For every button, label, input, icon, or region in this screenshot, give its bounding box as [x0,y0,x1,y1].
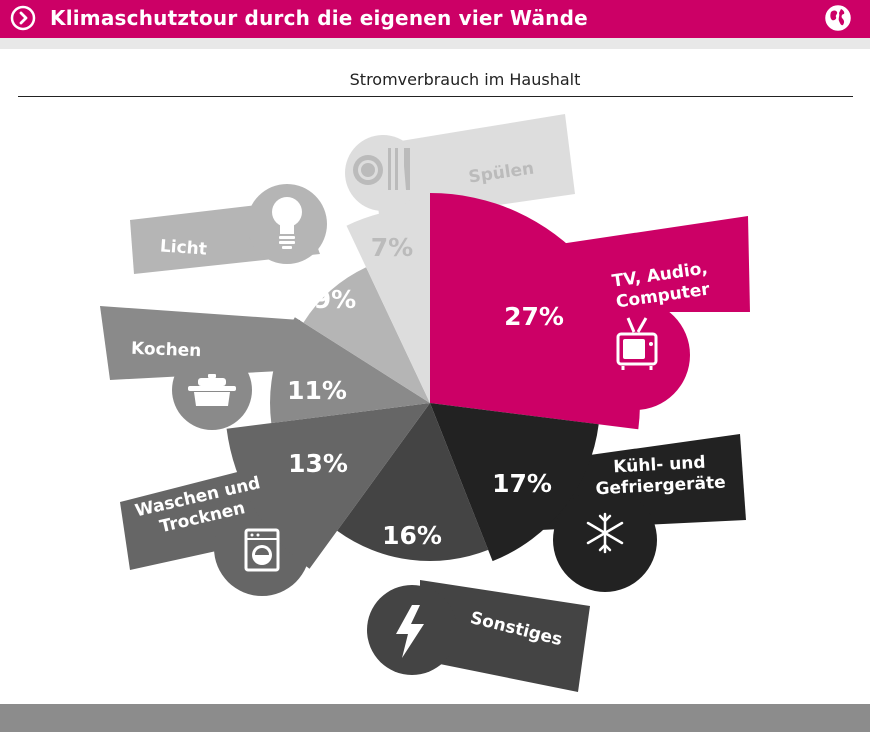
category-label-licht: Licht [159,236,207,259]
category-label-kuehl-line1: Kühl- und [613,453,706,478]
pct-label-sonstiges: 16% [382,521,442,550]
pie-slice-tv [430,193,640,430]
snowflake-icon [586,512,624,554]
pie-slice-sonstiges [337,403,489,562]
pie-slice-kochen [270,317,430,424]
header-strip [0,38,870,49]
pie-slice-licht [303,267,430,403]
pie-slice-kuehl [430,403,599,562]
page-title: Klimaschutztour durch die eigenen vier W… [50,6,588,30]
pct-label-waschen: 13% [288,449,348,478]
tv-icon [616,317,658,370]
plate-kuehl [540,434,746,592]
plate-licht [130,184,327,274]
pct-label-tv: 27% [504,302,564,331]
plate-spuelen [345,114,575,222]
chevron-right-circle-icon[interactable] [10,5,36,31]
washing-machine-icon [244,528,280,572]
pct-label-kochen: 11% [287,376,347,405]
lightning-icon [396,605,424,658]
globe-icon[interactable] [824,4,852,32]
dishes-icon [353,148,410,190]
cooking-pot-icon [188,374,236,406]
pie-slice-waschen [226,403,430,569]
footer-bar [0,704,870,732]
light-bulb-icon [272,197,302,249]
plate-sonstiges [367,580,590,692]
chart-title: Stromverbrauch im Haushalt [349,70,581,89]
pct-label-kuehl: 17% [492,469,552,498]
plate-kochen [100,306,300,430]
title-divider [18,96,853,97]
pct-label-spuelen: 7% [371,233,413,262]
pie-slice-spuelen [346,207,430,403]
pct-label-licht: 9% [314,285,356,314]
category-label-kochen: Kochen [131,339,202,361]
header-bar: Klimaschutztour durch die eigenen vier W… [0,0,870,38]
pie-chart: 27% 17% 16% 13% 11% 9% 7% TV, Audio, Com… [100,114,750,692]
